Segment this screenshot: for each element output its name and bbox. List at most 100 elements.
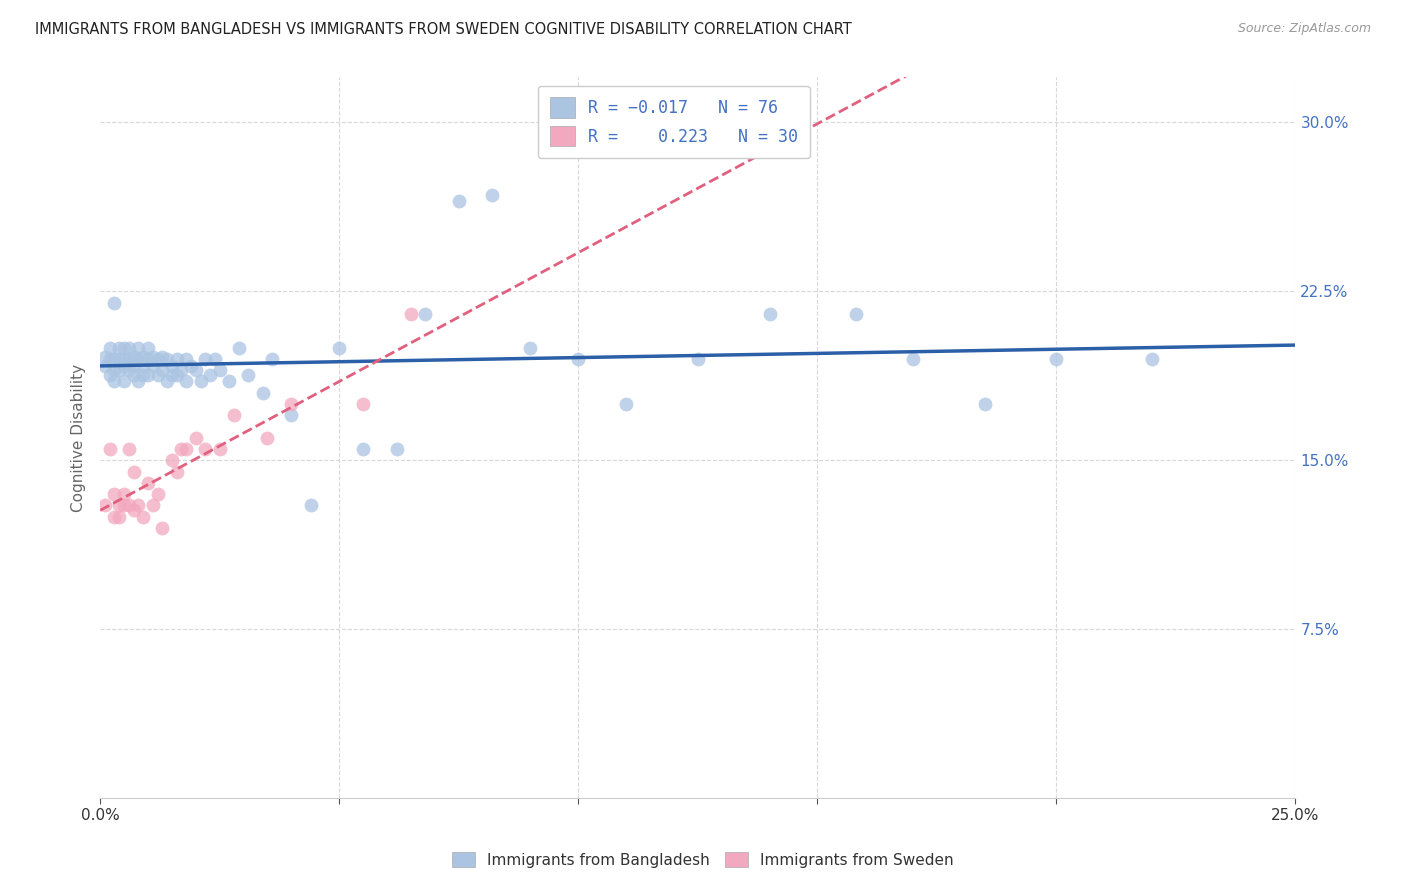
Point	[252, 385, 274, 400]
Point	[142, 359, 165, 373]
Point	[146, 351, 169, 366]
Point	[94, 498, 117, 512]
Point	[122, 359, 145, 373]
Point	[150, 363, 173, 377]
Point	[112, 487, 135, 501]
Point	[122, 465, 145, 479]
Point	[108, 498, 131, 512]
Point	[136, 341, 159, 355]
Point	[280, 409, 302, 423]
Point	[352, 397, 374, 411]
Point	[166, 368, 188, 382]
Point	[385, 442, 408, 456]
Point	[108, 351, 131, 366]
Point	[108, 363, 131, 377]
Point	[218, 375, 240, 389]
Legend: R = −0.017   N = 76, R =    0.223   N = 30: R = −0.017 N = 76, R = 0.223 N = 30	[538, 86, 810, 158]
Point	[98, 341, 121, 355]
Point	[98, 442, 121, 456]
Text: IMMIGRANTS FROM BANGLADESH VS IMMIGRANTS FROM SWEDEN COGNITIVE DISABILITY CORREL: IMMIGRANTS FROM BANGLADESH VS IMMIGRANTS…	[35, 22, 852, 37]
Point	[112, 359, 135, 373]
Point	[481, 187, 503, 202]
Point	[198, 368, 221, 382]
Point	[127, 498, 149, 512]
Point	[184, 363, 207, 377]
Point	[132, 350, 155, 364]
Point	[122, 503, 145, 517]
Point	[118, 341, 141, 355]
Point	[132, 509, 155, 524]
Point	[132, 359, 155, 373]
Point	[1045, 351, 1067, 366]
Point	[413, 307, 436, 321]
Point	[118, 442, 141, 456]
Point	[256, 431, 278, 445]
Point	[136, 475, 159, 490]
Point	[103, 295, 125, 310]
Point	[1140, 351, 1163, 366]
Point	[142, 350, 165, 364]
Point	[447, 194, 470, 209]
Text: Source: ZipAtlas.com: Source: ZipAtlas.com	[1237, 22, 1371, 36]
Point	[328, 341, 350, 355]
Point	[399, 307, 422, 321]
Point	[98, 351, 121, 366]
Point	[127, 351, 149, 366]
Point	[156, 375, 179, 389]
Point	[184, 431, 207, 445]
Point	[758, 307, 780, 321]
Point	[174, 351, 197, 366]
Point	[228, 341, 250, 355]
Point	[122, 368, 145, 382]
Legend: Immigrants from Bangladesh, Immigrants from Sweden: Immigrants from Bangladesh, Immigrants f…	[444, 844, 962, 875]
Point	[112, 375, 135, 389]
Point	[194, 442, 217, 456]
Point	[103, 509, 125, 524]
Point	[166, 465, 188, 479]
Point	[299, 498, 322, 512]
Point	[146, 368, 169, 382]
Point	[127, 375, 149, 389]
Point	[352, 442, 374, 456]
Point	[845, 307, 868, 321]
Point	[156, 351, 179, 366]
Point	[222, 409, 245, 423]
Point	[103, 375, 125, 389]
Point	[166, 351, 188, 366]
Point	[160, 368, 183, 382]
Point	[567, 351, 589, 366]
Point	[112, 341, 135, 355]
Point	[118, 363, 141, 377]
Point	[150, 350, 173, 364]
Point	[136, 351, 159, 366]
Point	[160, 453, 183, 467]
Point	[103, 363, 125, 377]
Point	[142, 498, 165, 512]
Point	[519, 341, 541, 355]
Point	[112, 351, 135, 366]
Point	[280, 397, 302, 411]
Point	[150, 521, 173, 535]
Point	[127, 341, 149, 355]
Point	[170, 442, 193, 456]
Point	[174, 375, 197, 389]
Point	[190, 375, 212, 389]
Point	[103, 351, 125, 366]
Point	[118, 351, 141, 366]
Point	[238, 368, 260, 382]
Point	[174, 442, 197, 456]
Point	[170, 363, 193, 377]
Point	[160, 359, 183, 373]
Point	[136, 368, 159, 382]
Point	[686, 351, 709, 366]
Point	[108, 341, 131, 355]
Y-axis label: Cognitive Disability: Cognitive Disability	[72, 364, 86, 512]
Point	[112, 498, 135, 512]
Point	[132, 368, 155, 382]
Point	[146, 487, 169, 501]
Point	[208, 442, 231, 456]
Point	[118, 498, 141, 512]
Point	[208, 363, 231, 377]
Point	[204, 351, 226, 366]
Point	[194, 351, 217, 366]
